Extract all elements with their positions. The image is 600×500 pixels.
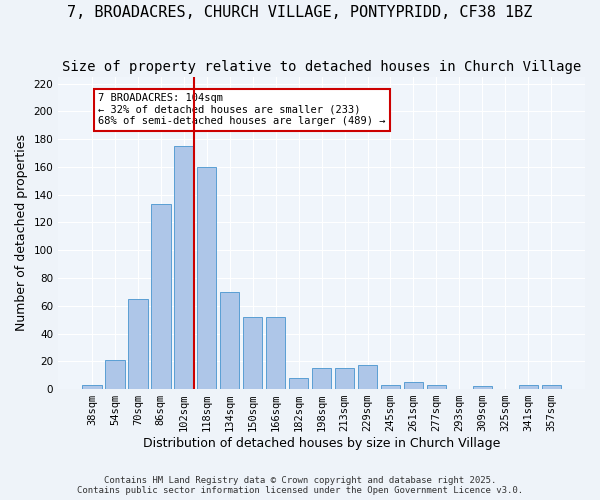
Bar — [289, 378, 308, 389]
X-axis label: Distribution of detached houses by size in Church Village: Distribution of detached houses by size … — [143, 437, 500, 450]
Bar — [243, 317, 262, 389]
Text: 7, BROADACRES, CHURCH VILLAGE, PONTYPRIDD, CF38 1BZ: 7, BROADACRES, CHURCH VILLAGE, PONTYPRID… — [67, 5, 533, 20]
Bar — [105, 360, 125, 389]
Bar — [151, 204, 170, 389]
Bar — [518, 385, 538, 389]
Bar — [128, 299, 148, 389]
Bar — [220, 292, 239, 389]
Bar — [174, 146, 194, 389]
Bar — [82, 385, 101, 389]
Bar — [427, 385, 446, 389]
Text: Contains HM Land Registry data © Crown copyright and database right 2025.
Contai: Contains HM Land Registry data © Crown c… — [77, 476, 523, 495]
Bar — [381, 385, 400, 389]
Bar — [404, 382, 423, 389]
Bar — [358, 366, 377, 389]
Bar — [312, 368, 331, 389]
Bar — [542, 385, 561, 389]
Bar — [335, 368, 355, 389]
Bar — [266, 317, 286, 389]
Text: 7 BROADACRES: 104sqm
← 32% of detached houses are smaller (233)
68% of semi-deta: 7 BROADACRES: 104sqm ← 32% of detached h… — [98, 93, 386, 126]
Bar — [197, 167, 217, 389]
Title: Size of property relative to detached houses in Church Village: Size of property relative to detached ho… — [62, 60, 581, 74]
Y-axis label: Number of detached properties: Number of detached properties — [15, 134, 28, 332]
Bar — [473, 386, 492, 389]
